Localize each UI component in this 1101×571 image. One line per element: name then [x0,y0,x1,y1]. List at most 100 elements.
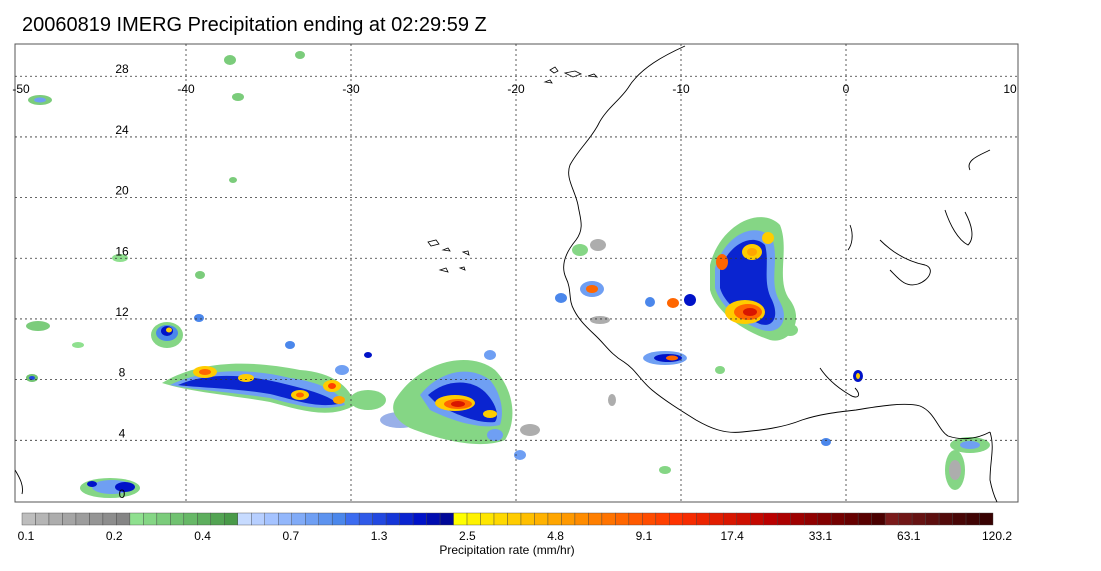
lat-tick-label: 24 [115,123,129,137]
lat-tick-label: 8 [119,366,126,380]
lat-tick-label: 12 [115,305,129,319]
lon-tick-label: -30 [342,82,360,96]
colorbar-swatch [844,512,859,526]
colorbar-swatch [803,512,818,526]
colorbar-swatch [696,512,710,526]
lon-tick-label: 10 [1003,82,1017,96]
lon-tick-label: -40 [177,82,195,96]
colorbar-swatch [965,512,980,526]
colorbar-swatch [318,512,333,526]
colorbar-tick-label: 2.5 [459,529,476,543]
colorbar-swatch [520,512,535,526]
colorbar-swatch [534,512,549,526]
colorbar-swatch [439,512,454,526]
colorbar-swatch [466,512,481,526]
colorbar-swatch [574,512,589,526]
colorbar-tick-label: 63.1 [897,529,921,543]
colorbar-swatch [412,512,427,526]
colorbar-swatch [251,512,265,526]
colorbar-swatch [480,512,495,526]
grid-lines [15,44,1018,502]
lat-tick-label: 0 [119,487,126,501]
lat-tick-label: 20 [115,184,129,198]
colorbar-swatch [723,512,737,526]
colorbar-swatch [372,512,387,526]
colorbar-swatch [817,512,832,526]
colorbar-title: Precipitation rate (mm/hr) [439,543,575,557]
colorbar-swatch [601,512,616,526]
colorbar-swatch [143,512,158,526]
coastline [15,45,998,502]
colorbar-swatch [129,512,144,526]
colorbar-swatch [615,512,630,526]
colorbar-swatch [237,512,252,526]
colorbar-swatch [911,512,926,526]
colorbar-swatch [763,512,778,526]
colorbar-tick-label: 120.2 [981,529,1013,543]
colorbar-swatch [642,512,657,526]
colorbar-swatch [48,512,63,526]
colorbar-swatch [358,512,373,526]
colorbar-swatch [628,512,643,526]
colorbar-swatch [493,512,508,526]
colorbar-tick-label: 0.4 [194,529,211,543]
colorbar-swatch [871,512,886,526]
lat-tick-label: 4 [119,426,126,440]
colorbar-swatch [170,512,185,526]
colorbar-swatch [736,512,751,526]
colorbar-swatch [345,512,360,526]
colorbar-swatch [655,512,670,526]
colorbar-swatch [116,512,131,526]
colorbar-swatch [830,512,845,526]
islands [427,66,599,273]
colorbar-swatch [210,512,225,526]
precipitation-field [26,51,990,498]
colorbar-tick-label: 9.1 [635,529,653,543]
colorbar-swatch [224,512,238,526]
colorbar-swatch [884,512,899,526]
colorbar-swatch [750,512,764,526]
colorbar-swatch [197,512,212,526]
colorbar-swatch [925,512,940,526]
colorbar-swatch [561,512,576,526]
colorbar-swatch [89,512,104,526]
colorbar-swatch [102,512,117,526]
colorbar-swatch [547,512,562,526]
colorbar-tick-label: 33.1 [808,529,833,543]
colorbar-tick-label: 17.4 [720,529,744,543]
colorbar-swatch [952,512,967,526]
colorbar-swatch [21,512,36,526]
colorbar-swatch [669,512,684,526]
lon-tick-label: -50 [12,82,30,96]
colorbar-swatch [979,512,994,526]
colorbar-swatch [588,512,603,526]
map-frame [14,43,1019,503]
lat-tick-label: 28 [115,62,129,76]
lon-tick-label: 0 [843,82,850,96]
colorbar-swatch [183,512,198,526]
colorbar-tick-label: 4.8 [547,529,564,543]
colorbar-swatch [62,512,77,526]
colorbar-swatch [264,512,279,526]
colorbar-swatch [278,512,292,526]
colorbar-swatch [399,512,414,526]
colorbar-swatch [156,512,171,526]
colorbar-tick-label: 0.7 [282,529,300,543]
colorbar-swatch [507,512,522,526]
colorbar-swatch [35,512,50,526]
map-title: 20060819 IMERG Precipitation ending at 0… [22,14,487,36]
colorbar-tick-label: 0.2 [105,529,123,543]
colorbar-swatch [777,512,791,526]
colorbar-swatch [331,512,346,526]
colorbar-swatch [426,512,441,526]
colorbar-swatch [291,512,306,526]
colorbar-swatch [453,512,468,526]
colorbar-swatch [790,512,805,526]
lat-tick-label: 16 [115,244,129,258]
colorbar-tick-label: 0.1 [17,529,35,543]
lon-tick-label: -20 [507,82,525,96]
colorbar-swatch [938,512,953,526]
colorbar-swatch [385,512,400,526]
axis-labels: -50 -40 -30 -20 -10 0 10 0 4 8 12 16 20 24 28 [12,62,1017,501]
